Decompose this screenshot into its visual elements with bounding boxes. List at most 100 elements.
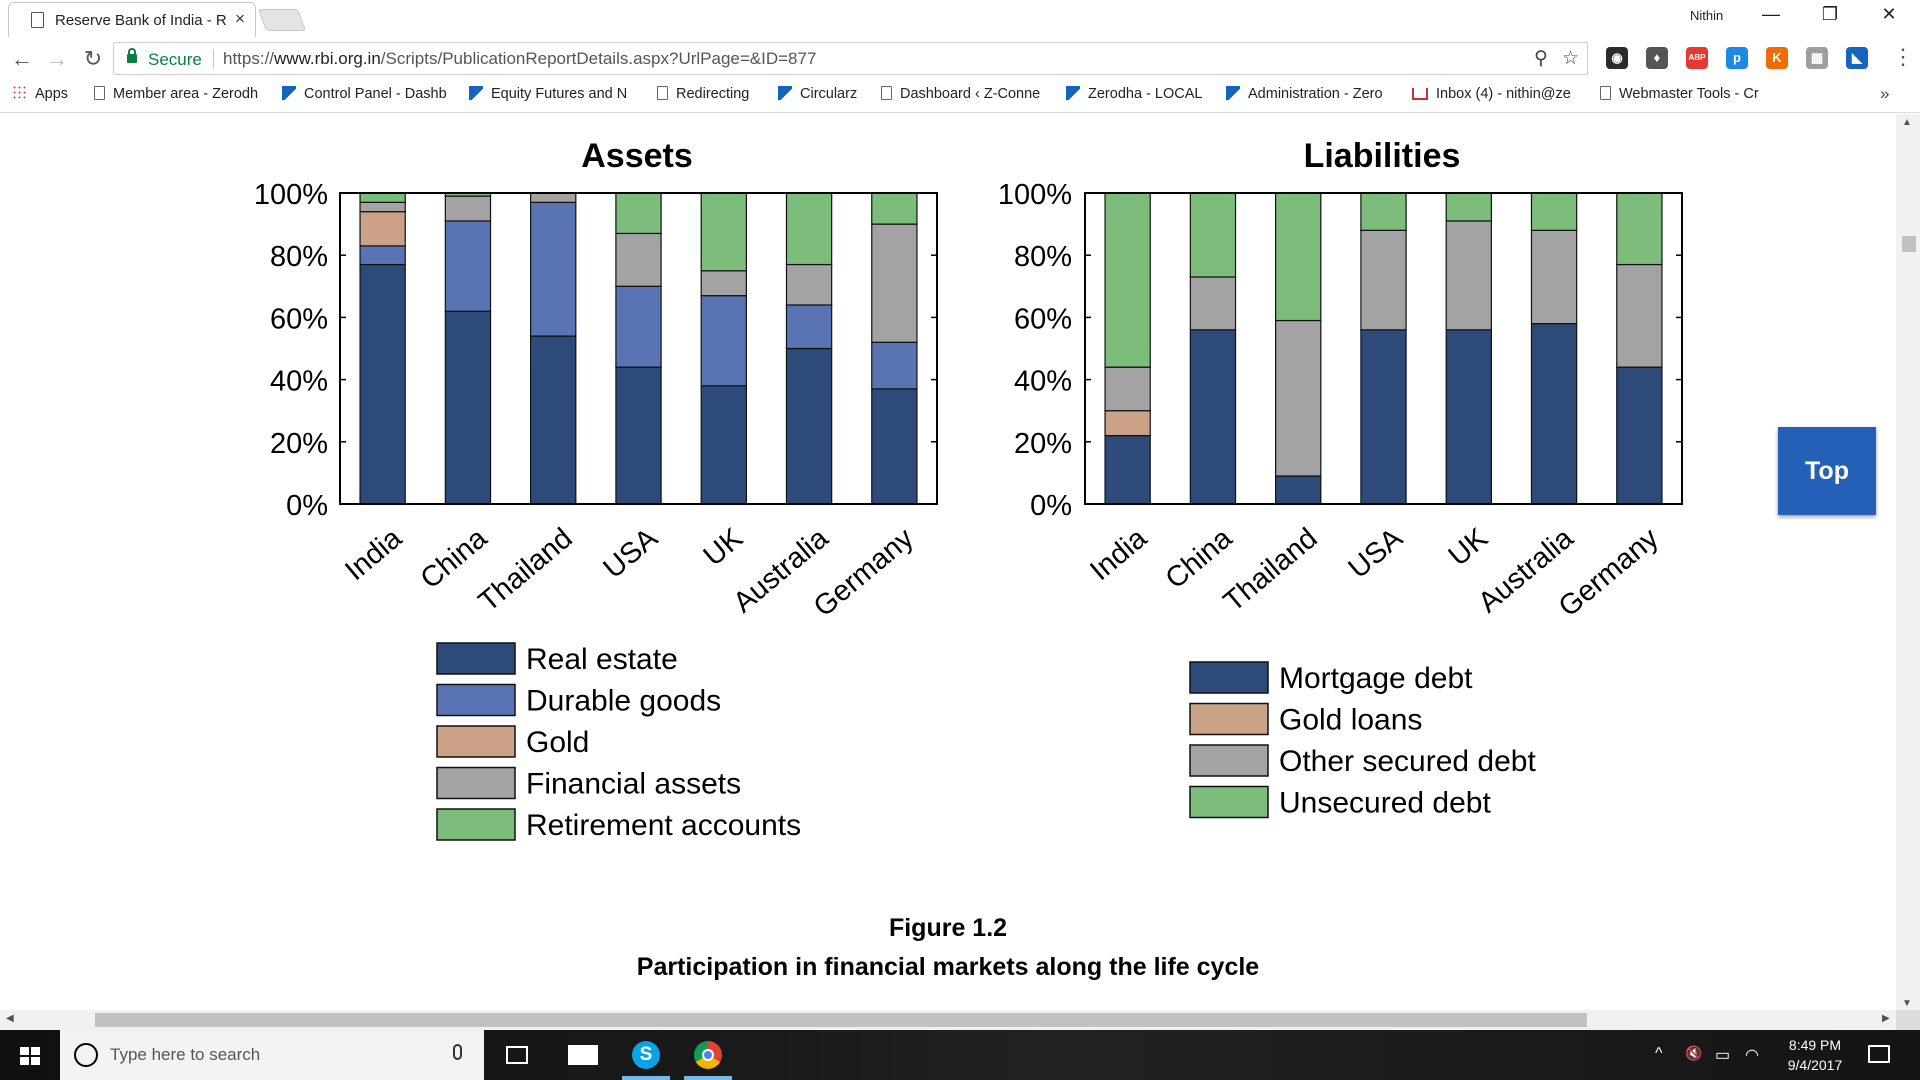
shield-extension-icon[interactable]: ♦ — [1646, 47, 1668, 69]
y-tick-label: 20% — [1014, 428, 1072, 460]
bookmark-item[interactable]: Circularz — [778, 84, 857, 104]
x-tick-label: UK — [1443, 522, 1495, 573]
back-icon[interactable]: ← — [11, 46, 33, 71]
p-extension-icon[interactable]: p — [1726, 47, 1748, 69]
scroll-left-icon[interactable]: ◀ — [6, 1013, 14, 1024]
legend-swatch — [1189, 744, 1269, 777]
bar-segment — [1360, 192, 1407, 231]
horizontal-scrollbar[interactable]: ◀ ▶ — [0, 1010, 1896, 1030]
address-bar[interactable]: Secure https://www.rbi.org.in/Scripts/Pu… — [113, 42, 1588, 75]
bar-segment — [530, 192, 577, 203]
apps-grid-icon — [12, 85, 27, 100]
bookmark-item[interactable]: Inbox (4) - nithin@ze — [1412, 84, 1571, 104]
legend-swatch — [1189, 702, 1269, 736]
profile-name[interactable]: Nithin — [1690, 8, 1724, 23]
bar-segment — [359, 211, 406, 247]
chart-title: Assets — [581, 137, 693, 175]
adblock-icon[interactable]: ABP — [1686, 47, 1708, 69]
microphone-icon[interactable] — [453, 1044, 462, 1060]
vertical-scroll-thumb[interactable] — [1902, 236, 1916, 252]
cortana-icon[interactable] — [74, 1043, 98, 1067]
legend-swatch — [436, 808, 516, 841]
bookmark-item[interactable]: Member area - Zerodh — [94, 84, 258, 104]
battery-icon[interactable]: ▭ — [1715, 1047, 1731, 1064]
reload-icon[interactable]: ↻ — [83, 46, 103, 71]
y-tick-label: 100% — [998, 179, 1072, 211]
chrome-icon[interactable] — [694, 1041, 722, 1069]
legend-label: Real estate — [526, 643, 678, 676]
bookmark-item[interactable]: Apps — [12, 84, 68, 104]
url-path: /Scripts/PublicationReportDetails.aspx?U… — [380, 49, 817, 68]
taskbar-clock[interactable]: 8:49 PM 9/4/2017 — [1770, 1035, 1860, 1075]
bookmark-label: Zerodha - LOCAL — [1088, 86, 1203, 102]
scroll-down-icon[interactable]: ▼ — [1902, 998, 1912, 1009]
bar-segment — [530, 335, 577, 505]
clock-time: 8:49 PM — [1788, 1037, 1842, 1053]
volume-muted-icon[interactable]: 🔇 — [1685, 1045, 1703, 1061]
circle-extension-icon[interactable]: ◉ — [1606, 47, 1628, 69]
bookmark-item[interactable]: Zerodha - LOCAL — [1066, 84, 1202, 104]
y-tick-label: 80% — [270, 241, 328, 273]
y-tick-label: 100% — [254, 179, 328, 211]
x-tick-label: Thailand — [1218, 522, 1324, 618]
horizontal-scroll-thumb[interactable] — [95, 1013, 1587, 1027]
new-tab-button[interactable] — [257, 9, 307, 31]
y-tick-label: 40% — [1014, 366, 1072, 398]
bookmark-label: Apps — [35, 86, 69, 102]
minimize-icon[interactable]: — — [1762, 4, 1780, 24]
clock-date: 9/4/2017 — [1787, 1057, 1843, 1073]
action-center-icon[interactable] — [1868, 1045, 1890, 1063]
y-tick-label: 0% — [1030, 490, 1072, 522]
url-text[interactable]: https://www.rbi.org.in/Scripts/Publicati… — [223, 49, 816, 69]
skype-icon[interactable]: S — [632, 1041, 660, 1069]
bar-segment — [615, 366, 662, 505]
bar-segment — [1104, 192, 1151, 368]
plot-frame — [339, 192, 938, 505]
close-window-icon[interactable]: ✕ — [1881, 4, 1897, 24]
secure-label[interactable]: Secure — [148, 50, 202, 69]
task-view-icon[interactable] — [506, 1046, 528, 1064]
bar-segment — [1445, 329, 1492, 505]
forward-icon[interactable]: → — [46, 46, 68, 71]
restore-icon[interactable]: ❐ — [1821, 4, 1839, 24]
bookmark-item[interactable]: Control Panel - Dashb — [282, 84, 447, 104]
bookmark-item[interactable]: Administration - Zero — [1226, 84, 1383, 104]
grid-extension-icon[interactable]: ▦ — [1806, 47, 1828, 69]
bookmark-item[interactable]: Redirecting — [657, 84, 749, 104]
vertical-scrollbar[interactable]: ▲ ▼ — [1896, 114, 1920, 1014]
docs-extension-icon[interactable]: ◣ — [1846, 47, 1868, 69]
bar-segment — [1275, 319, 1322, 477]
tray-chevron-icon[interactable]: ^ — [1655, 1045, 1663, 1062]
back-to-top-button[interactable]: Top — [1778, 427, 1876, 515]
chart-legend: Mortgage debt Gold loans Other secured deb… — [1189, 661, 1536, 820]
k-extension-icon[interactable]: K — [1766, 47, 1788, 69]
bar-segment — [615, 232, 662, 287]
browser-tab[interactable]: Reserve Bank of India - R × — [8, 2, 256, 37]
tab-close-icon[interactable]: × — [235, 9, 245, 28]
taskbar-search-box[interactable]: Type here to search — [60, 1030, 484, 1080]
wifi-icon[interactable]: ◠ — [1745, 1047, 1759, 1064]
bookmark-item[interactable]: Equity Futures and N — [469, 84, 627, 104]
bookmark-label: Administration - Zero — [1248, 86, 1383, 102]
page-icon — [94, 86, 105, 100]
bookmarks-overflow-icon[interactable]: » — [1880, 84, 1890, 103]
taskbar-search-placeholder: Type here to search — [110, 1045, 261, 1064]
bookmark-star-icon[interactable]: ☆ — [1562, 48, 1580, 69]
legend-label: Unsecured debt — [1279, 787, 1491, 820]
windows-start-icon[interactable] — [20, 1047, 40, 1065]
bookmark-item[interactable]: Dashboard ‹ Z-Conne — [881, 84, 1040, 104]
bar-segment — [1530, 229, 1578, 325]
browser-menu-icon[interactable]: ⋮ — [1892, 44, 1914, 69]
bar-segment — [785, 304, 833, 350]
bar-segment — [1104, 410, 1151, 437]
bar-segment — [444, 195, 492, 222]
zoom-icon[interactable]: ⚲ — [1534, 48, 1548, 69]
scroll-up-icon[interactable]: ▲ — [1902, 117, 1912, 128]
bar-segment — [1616, 192, 1663, 266]
chrome-active-indicator — [684, 1076, 732, 1080]
bookmark-item[interactable]: Webmaster Tools - Cr — [1600, 84, 1759, 104]
legend-label: Durable goods — [526, 685, 721, 718]
chart-assets: Assets 0% 20% 40% 60% 80% 100% India ChinaThaila… — [254, 137, 938, 842]
scroll-right-icon[interactable]: ▶ — [1882, 1013, 1890, 1024]
mail-icon[interactable] — [568, 1045, 598, 1065]
